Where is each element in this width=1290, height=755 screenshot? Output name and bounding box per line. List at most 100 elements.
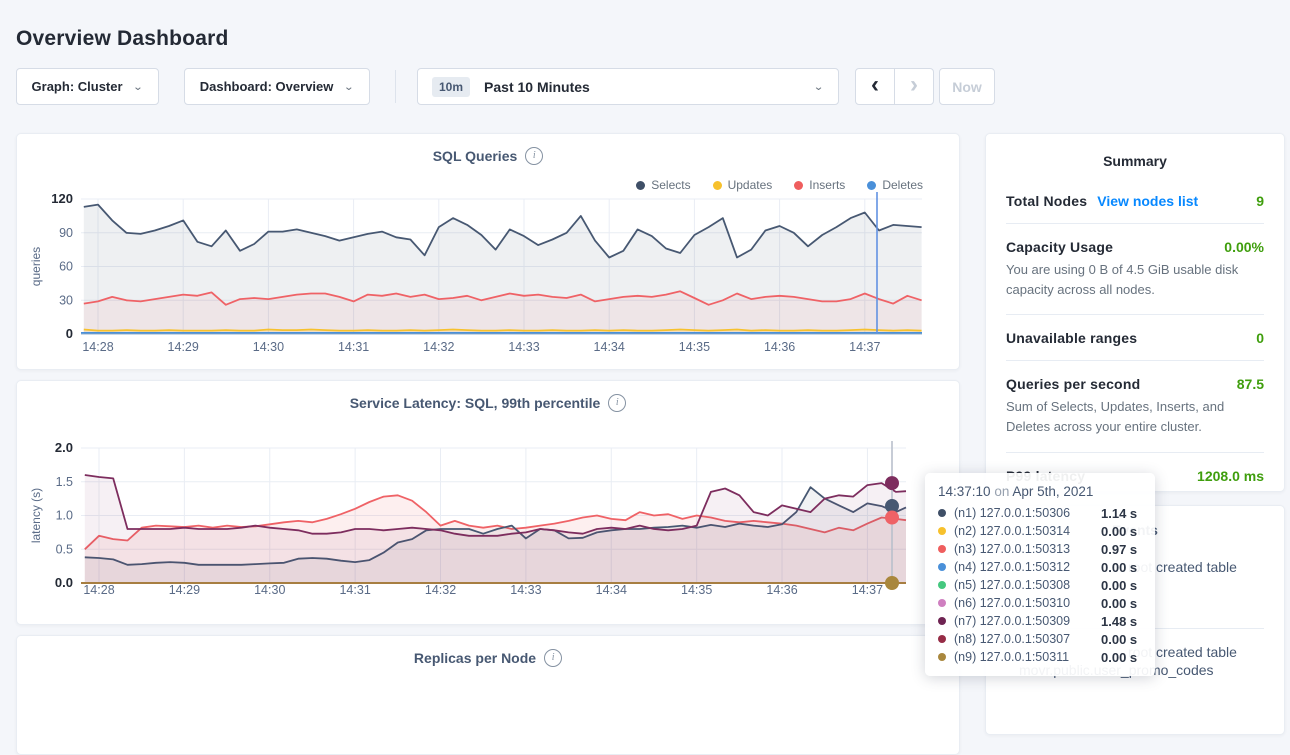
tooltip-row: (n3) 127.0.0.1:50313 0.97 s [938,540,1142,558]
svg-text:14:35: 14:35 [681,583,712,597]
tooltip-row: (n1) 127.0.0.1:50306 1.14 s [938,504,1142,522]
svg-text:0.5: 0.5 [56,542,73,556]
svg-text:14:33: 14:33 [510,583,541,597]
series-line-n3 [84,494,907,550]
unavailable-ranges-value: 0 [1256,330,1264,347]
tooltip-node-label: (n5) 127.0.0.1:50308 [954,578,1071,592]
legend-item-updates[interactable]: Updates [712,178,772,192]
legend-item-selects[interactable]: Selects [636,178,691,192]
svg-text:14:30: 14:30 [254,583,285,597]
tooltip-node-label: (n1) 127.0.0.1:50306 [954,506,1071,520]
svg-text:14:37: 14:37 [852,583,883,597]
svg-text:120: 120 [51,191,73,206]
unavailable-ranges-label: Unavailable ranges [1006,330,1138,347]
chevron-down-icon: ⌄ [813,80,824,93]
svg-text:14:29: 14:29 [168,340,199,354]
svg-text:14:36: 14:36 [764,340,795,354]
svg-text:90: 90 [59,226,73,240]
tooltip-row: (n7) 127.0.0.1:50309 1.48 s [938,612,1142,630]
service-latency-card: Service Latency: SQL, 99th percentile i … [16,380,960,625]
tooltip-node-value: 0.00 s [1101,631,1138,647]
controls-divider [395,70,396,103]
info-icon[interactable]: i [525,147,544,165]
view-nodes-list-link[interactable]: View nodes list [1097,193,1199,209]
svg-text:14:30: 14:30 [253,340,284,354]
legend-color-dot [636,180,646,190]
sql-chart-legend: Selects Updates Inserts Deletes [636,178,923,192]
hover-dot [885,576,899,590]
svg-text:14:32: 14:32 [425,583,456,597]
chevron-down-icon: ⌄ [132,80,144,93]
svg-text:latency (s): latency (s) [29,488,43,543]
capacity-usage-description: You are using 0 B of 4.5 GiB usable disk… [1006,262,1239,298]
capacity-usage-label: Capacity Usage [1006,239,1114,255]
series-color-dot [938,635,946,643]
chevron-left-icon: ‹ [871,71,879,98]
total-nodes-label: Total Nodes [1006,193,1088,209]
tooltip-rows: (n1) 127.0.0.1:50306 1.14 s (n2) 127.0.0.1… [938,504,1142,666]
svg-text:14:28: 14:28 [83,583,114,597]
event-item-text[interactable]: root created table [1128,559,1237,575]
tooltip-node-value: 0.00 s [1101,577,1138,593]
tooltip-row: (n9) 127.0.0.1:50311 0.00 s [938,648,1142,666]
tooltip-node-label: (n6) 127.0.0.1:50310 [954,596,1071,610]
svg-text:1.0: 1.0 [56,509,73,523]
series-line-Inserts [83,290,922,306]
tooltip-node-value: 0.00 s [1101,523,1138,539]
tooltip-node-value: 1.48 s [1101,613,1138,629]
svg-text:30: 30 [59,293,73,307]
svg-text:queries: queries [29,247,43,286]
svg-text:14:37: 14:37 [849,340,880,354]
event-item-text[interactable]: root created table [1128,644,1237,660]
tooltip-node-label: (n2) 127.0.0.1:50314 [954,524,1071,538]
hover-dot [885,499,899,514]
replicas-per-node-card: Replicas per Node i [16,635,960,755]
legend-item-inserts[interactable]: Inserts [794,178,845,192]
tooltip-node-label: (n7) 127.0.0.1:50309 [954,614,1071,628]
graph-dropdown[interactable]: Graph: Cluster ⌄ [16,68,159,105]
legend-item-deletes[interactable]: Deletes [867,178,923,192]
time-now-button[interactable]: Now [939,68,995,105]
time-range-selector[interactable]: 10m Past 10 Minutes ⌄ [417,68,839,105]
replicas-chart-title: Replicas per Node [413,650,537,666]
svg-text:2.0: 2.0 [55,440,73,455]
svg-text:14:33: 14:33 [508,340,539,354]
tooltip-on-word: on [994,484,1010,499]
svg-text:14:36: 14:36 [766,583,797,597]
svg-text:14:34: 14:34 [594,340,625,354]
time-range-badge: 10m [432,76,471,97]
svg-text:0.0: 0.0 [55,575,73,590]
tooltip-row: (n6) 127.0.0.1:50310 0.00 s [938,594,1142,612]
sql-queries-chart-title: SQL Queries [432,148,518,164]
service-latency-chart[interactable]: 14:28 14:29 14:30 14:31 14:32 14:33 14:34 14:35… [17,381,959,624]
dashboard-dropdown[interactable]: Dashboard: Overview ⌄ [184,68,370,105]
info-icon[interactable]: i [544,649,563,667]
svg-text:14:32: 14:32 [423,340,454,354]
series-line-Selects [83,203,922,259]
time-prev-button[interactable]: ‹ [855,68,895,105]
legend-label: Deletes [882,178,923,192]
tooltip-timestamp: 14:37:10 on Apr 5th, 2021 [938,484,1142,499]
tooltip-date: Apr 5th, 2021 [1012,484,1094,499]
svg-text:60: 60 [59,260,73,274]
tooltip-node-label: (n4) 127.0.0.1:50312 [954,560,1071,574]
summary-qps-section: Queries per second 87.5 Sum of Selects, … [1006,361,1264,453]
qps-label: Queries per second [1006,376,1141,393]
series-color-dot [938,581,946,589]
series-color-dot [938,509,946,517]
series-color-dot [938,617,946,625]
series-color-dot [938,653,946,661]
legend-label: Selects [651,178,691,192]
series-line-Updates [83,328,922,332]
svg-text:14:31: 14:31 [339,583,370,597]
series-color-dot [938,527,946,535]
chevron-down-icon: ⌄ [343,80,355,93]
info-icon[interactable]: i [608,394,627,412]
time-next-button[interactable]: › [894,68,934,105]
tooltip-node-label: (n8) 127.0.0.1:50307 [954,632,1071,646]
svg-text:14:34: 14:34 [596,583,627,597]
sql-queries-chart[interactable]: 14:28 14:29 14:30 14:31 14:32 14:33 14:34 14:35… [17,134,959,369]
tooltip-node-value: 0.97 s [1101,541,1138,557]
hover-dot [885,476,899,491]
qps-description: Sum of Selects, Updates, Inserts, and De… [1006,399,1225,435]
